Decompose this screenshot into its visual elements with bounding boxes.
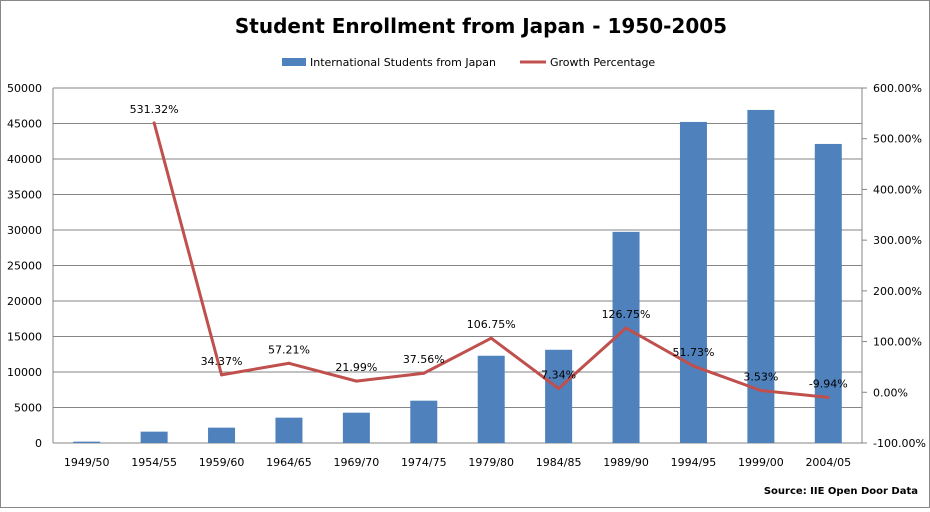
bar bbox=[545, 349, 573, 443]
growth-data-label: 106.75% bbox=[467, 318, 516, 331]
bar bbox=[679, 121, 707, 444]
growth-data-label: 3.53% bbox=[743, 370, 778, 383]
growth-data-label: 57.21% bbox=[268, 343, 310, 356]
x-tick-label: 1979/80 bbox=[468, 456, 514, 469]
legend: International Students from Japan Growth… bbox=[282, 56, 655, 69]
bar bbox=[275, 417, 303, 443]
y-right-tick-label: 600.00% bbox=[873, 82, 922, 95]
x-tick-label: 1959/60 bbox=[199, 456, 245, 469]
bar bbox=[477, 355, 505, 443]
growth-point bbox=[152, 121, 156, 125]
bar bbox=[747, 109, 775, 444]
y-right-tick-label: 0.00% bbox=[873, 386, 908, 399]
bar bbox=[140, 431, 168, 443]
bar bbox=[410, 400, 438, 443]
bar bbox=[208, 427, 236, 443]
bar bbox=[814, 143, 842, 443]
x-tick-label: 1969/70 bbox=[334, 456, 380, 469]
y-left-tick-label: 50000 bbox=[7, 82, 42, 95]
x-tick-label: 2004/05 bbox=[805, 456, 851, 469]
growth-data-label: 7.34% bbox=[541, 369, 576, 382]
x-tick-label: 1994/95 bbox=[671, 456, 717, 469]
y-left-tick-label: 30000 bbox=[7, 224, 42, 237]
growth-data-label: -9.94% bbox=[809, 377, 848, 390]
x-tick-label: 1999/00 bbox=[738, 456, 784, 469]
growth-data-label: 34.37% bbox=[201, 355, 243, 368]
y-right-tick-label: 100.00% bbox=[873, 336, 922, 349]
y-right-tick-label: 400.00% bbox=[873, 183, 922, 196]
growth-point bbox=[287, 361, 291, 365]
growth-point bbox=[557, 387, 561, 391]
y-right-tick-label: 200.00% bbox=[873, 285, 922, 298]
bar bbox=[73, 441, 101, 443]
growth-data-label: 21.99% bbox=[335, 361, 377, 374]
legend-bar-swatch bbox=[282, 58, 306, 66]
bar bbox=[342, 412, 370, 443]
y-left-tick-label: 35000 bbox=[7, 189, 42, 202]
x-tick-label: 1964/65 bbox=[266, 456, 312, 469]
growth-point bbox=[759, 388, 763, 392]
y-right-tick-label: 300.00% bbox=[873, 234, 922, 247]
legend-bar-label: International Students from Japan bbox=[310, 56, 496, 69]
x-tick-label: 1949/50 bbox=[64, 456, 110, 469]
growth-point bbox=[826, 395, 830, 399]
x-tick-label: 1989/90 bbox=[603, 456, 649, 469]
y-right-tick-label: -100.00% bbox=[873, 437, 926, 450]
growth-point bbox=[220, 373, 224, 377]
y-left-tick-label: 0 bbox=[35, 437, 42, 450]
y-left-tick-label: 15000 bbox=[7, 331, 42, 344]
growth-point bbox=[624, 326, 628, 330]
legend-line-label: Growth Percentage bbox=[550, 56, 655, 69]
growth-data-label: 531.32% bbox=[130, 103, 179, 116]
x-tick-label: 1954/55 bbox=[131, 456, 177, 469]
y-right-tick-label: 500.00% bbox=[873, 133, 922, 146]
y-left-tick-label: 5000 bbox=[14, 402, 42, 415]
y-left-tick-label: 40000 bbox=[7, 153, 42, 166]
y-left-tick-label: 20000 bbox=[7, 295, 42, 308]
x-tick-label: 1984/85 bbox=[536, 456, 582, 469]
growth-point bbox=[489, 336, 493, 340]
source-note: Source: IIE Open Door Data bbox=[764, 486, 918, 497]
x-tick-label: 1974/75 bbox=[401, 456, 447, 469]
growth-data-label: 37.56% bbox=[403, 353, 445, 366]
growth-data-label: 126.75% bbox=[602, 308, 651, 321]
y-left-tick-label: 45000 bbox=[7, 118, 42, 131]
chart-title: Student Enrollment from Japan - 1950-200… bbox=[235, 14, 727, 38]
growth-data-label: 51.73% bbox=[672, 346, 714, 359]
y-left-tick-label: 25000 bbox=[7, 260, 42, 273]
growth-point bbox=[422, 371, 426, 375]
y-left-tick-label: 10000 bbox=[7, 366, 42, 379]
growth-point bbox=[354, 379, 358, 383]
growth-point bbox=[691, 364, 695, 368]
